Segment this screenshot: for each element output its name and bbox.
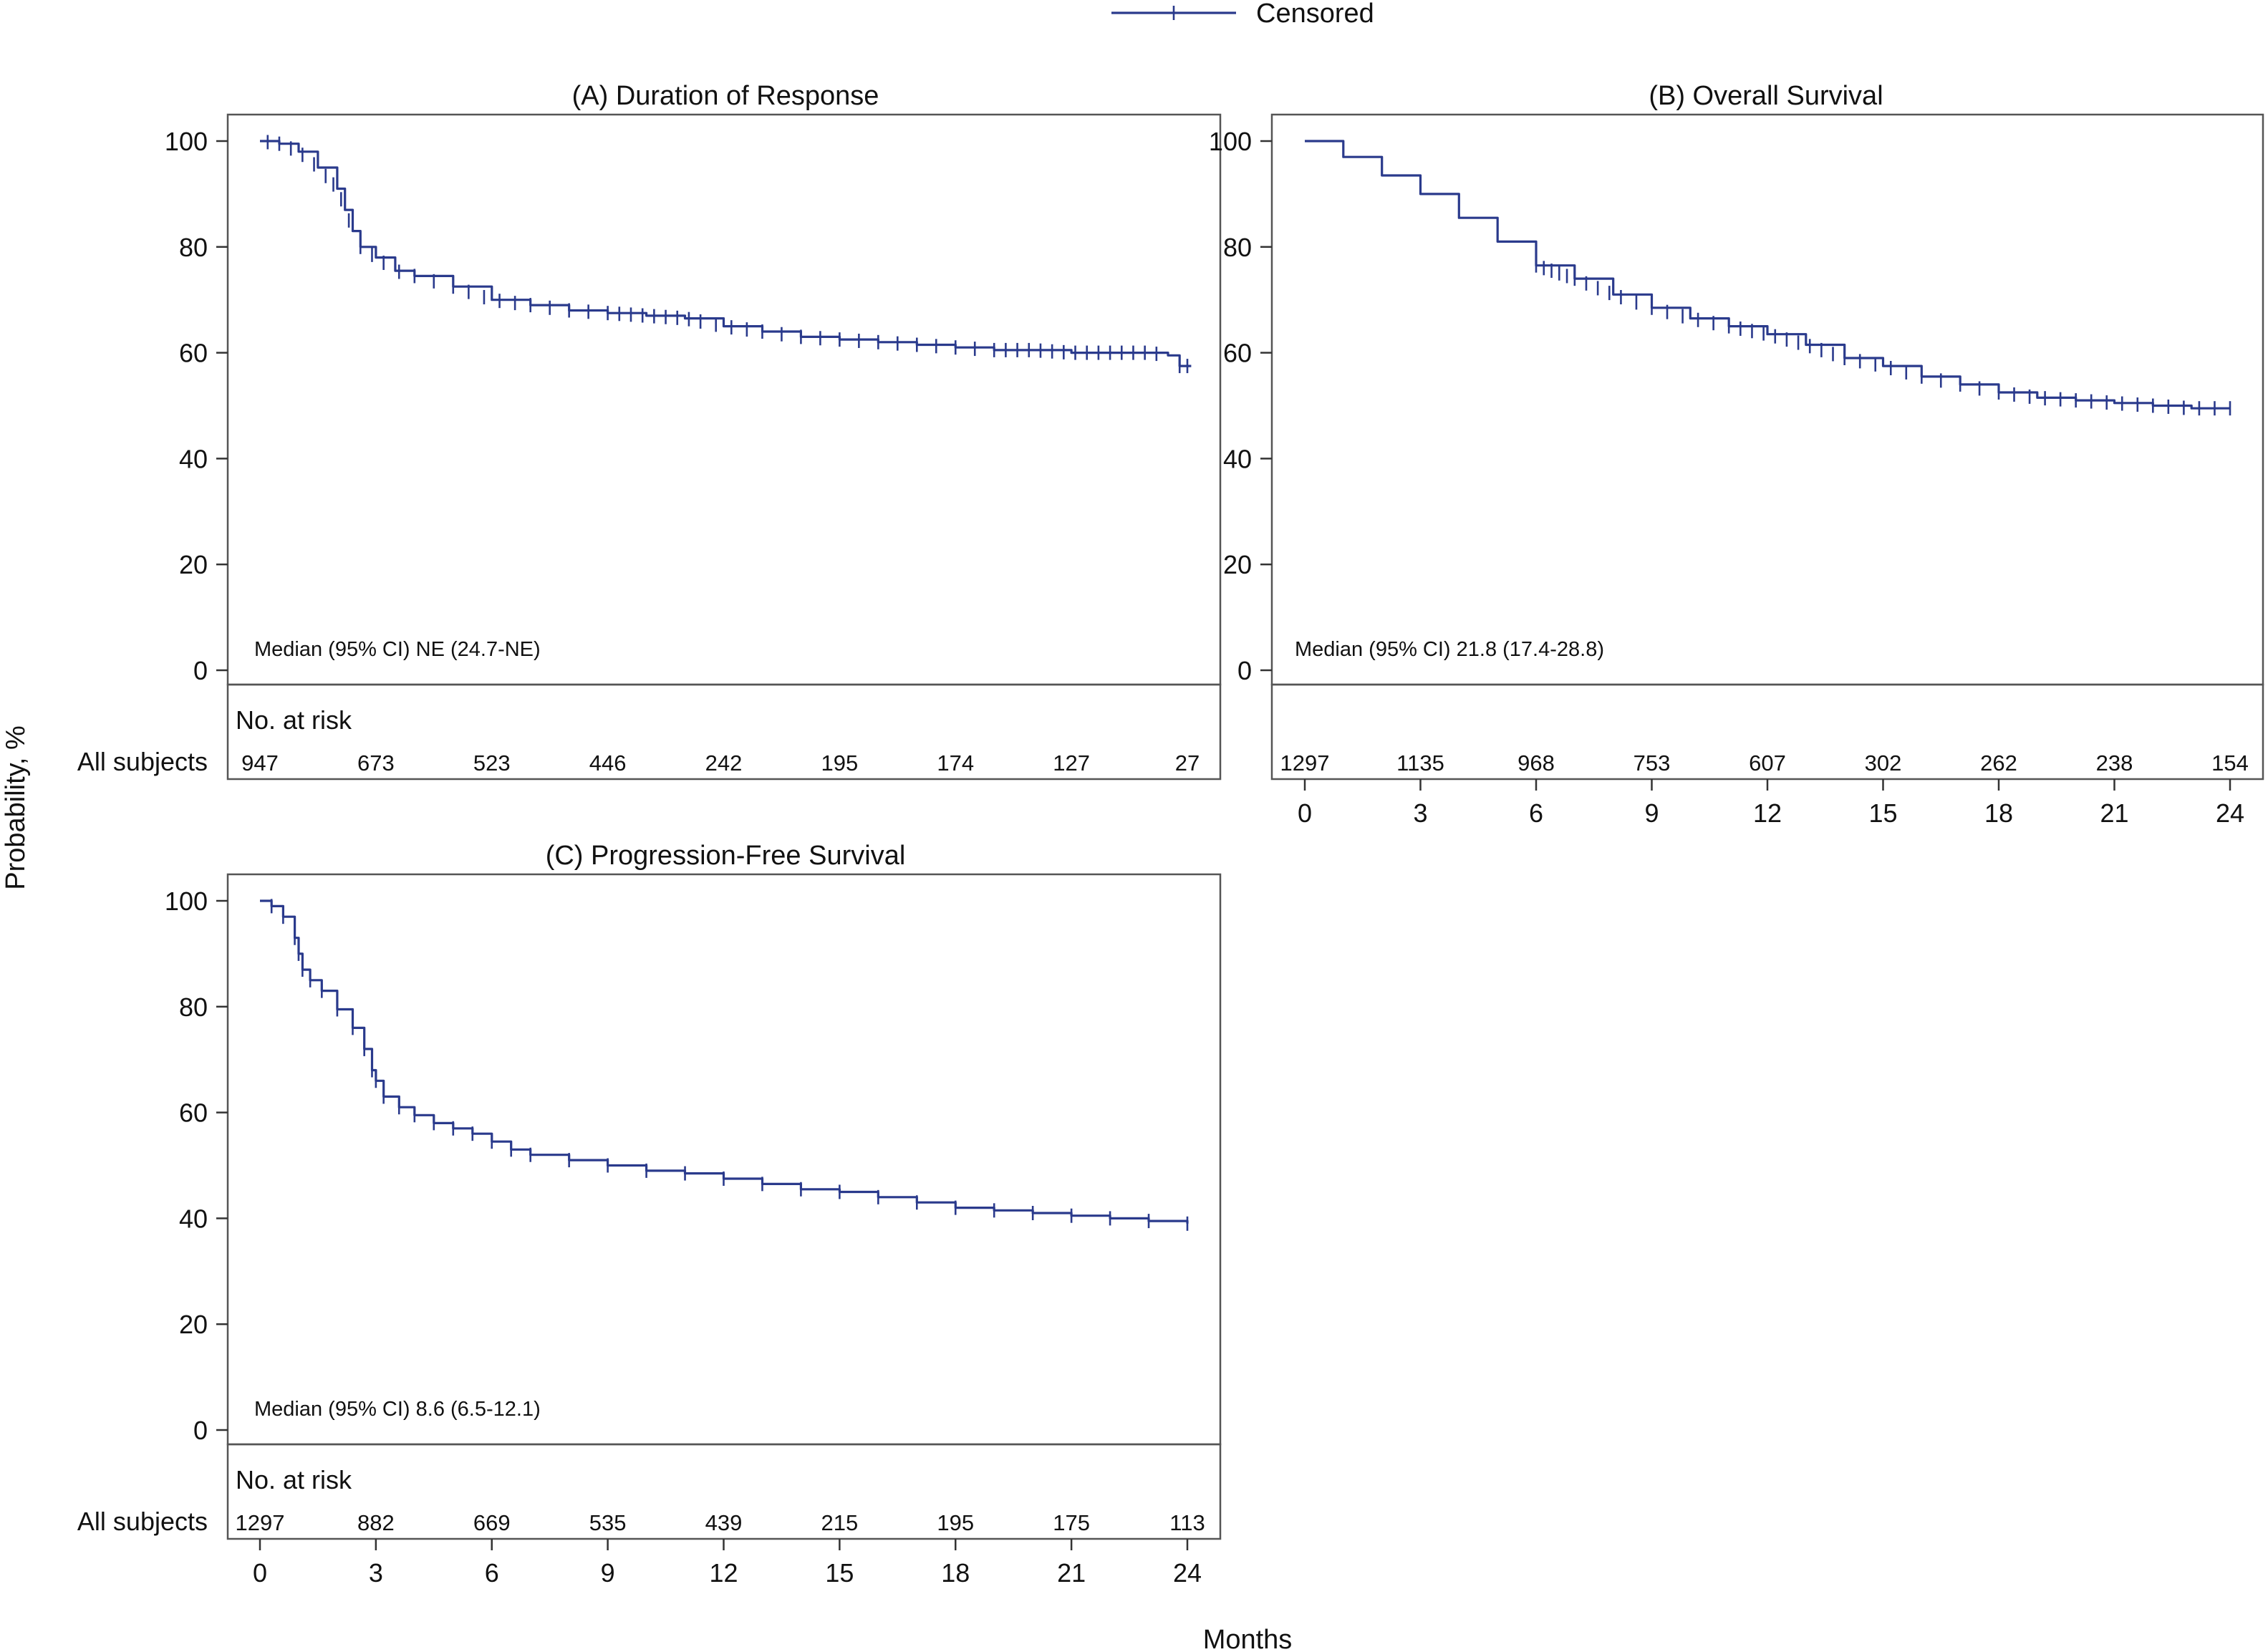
risk-table-row-label: All subjects bbox=[77, 747, 208, 776]
y-axis-label: Probability, % bbox=[1, 725, 31, 890]
risk-count: 195 bbox=[821, 750, 859, 776]
x-tick-label: 15 bbox=[825, 1558, 854, 1588]
risk-count: 195 bbox=[937, 1510, 974, 1535]
x-tick-label: 12 bbox=[1753, 798, 1782, 828]
x-tick-label: 18 bbox=[1984, 798, 2013, 828]
panel-title: (A) Duration of Response bbox=[572, 81, 879, 111]
risk-count: 175 bbox=[1053, 1510, 1090, 1535]
x-axis-label: Months bbox=[1203, 1625, 1293, 1652]
panel-duration-of-response: (A) Duration of Response 0 20 40 60 80 100 Me… bbox=[77, 81, 1222, 781]
y-tick-label: 100 bbox=[1209, 127, 1252, 156]
risk-count: 127 bbox=[1053, 750, 1090, 776]
km-plot-area: 0 20 40 60 80 100 bbox=[165, 113, 1222, 781]
x-tick-label: 21 bbox=[1057, 1558, 1086, 1588]
y-tick-label: 60 bbox=[1223, 339, 1252, 368]
risk-count: 535 bbox=[589, 1510, 627, 1535]
legend-label: Censored bbox=[1256, 0, 1374, 29]
risk-count: 669 bbox=[473, 1510, 511, 1535]
risk-table-row-label: All subjects bbox=[77, 1507, 208, 1536]
km-curve bbox=[1305, 140, 2230, 410]
x-tick-label: 3 bbox=[369, 1558, 383, 1588]
y-tick-label: 60 bbox=[179, 1098, 208, 1128]
y-tick-label: 100 bbox=[165, 127, 208, 156]
km-curve bbox=[260, 140, 1192, 367]
risk-table-frame bbox=[226, 683, 1222, 781]
y-tick-label: 60 bbox=[179, 339, 208, 368]
x-tick-label: 0 bbox=[253, 1558, 267, 1588]
x-tick-label: 12 bbox=[709, 1558, 738, 1588]
risk-count: 753 bbox=[1634, 750, 1671, 776]
risk-count: 947 bbox=[241, 750, 279, 776]
plot-frame bbox=[226, 873, 1222, 1446]
median-annotation: Median (95% CI) 8.6 (6.5-12.1) bbox=[254, 1398, 541, 1421]
risk-count: 882 bbox=[357, 1510, 395, 1535]
x-tick-label: 24 bbox=[1173, 1558, 1202, 1588]
median-annotation: Median (95% CI) NE (24.7-NE) bbox=[254, 638, 541, 661]
risk-count: 113 bbox=[1169, 1510, 1205, 1535]
risk-count: 242 bbox=[705, 750, 743, 776]
y-tick-label: 20 bbox=[179, 550, 208, 579]
risk-count: 1297 bbox=[1280, 750, 1330, 776]
risk-table-header: No. at risk bbox=[236, 705, 352, 735]
risk-count: 27 bbox=[1175, 750, 1200, 776]
risk-count: 302 bbox=[1865, 750, 1902, 776]
legend: Censored bbox=[1111, 0, 1374, 29]
y-tick-label: 20 bbox=[1223, 550, 1252, 579]
x-tick-label: 6 bbox=[1529, 798, 1543, 828]
y-tick-label: 80 bbox=[179, 992, 208, 1022]
risk-count: 215 bbox=[821, 1510, 859, 1535]
risk-count: 673 bbox=[357, 750, 395, 776]
x-tick-label: 0 bbox=[1298, 798, 1312, 828]
y-tick-label: 100 bbox=[165, 887, 208, 916]
y-tick-label: 40 bbox=[179, 1204, 208, 1233]
panel-title: (B) Overall Survival bbox=[1649, 81, 1883, 111]
y-tick-label: 20 bbox=[179, 1310, 208, 1339]
risk-count: 968 bbox=[1517, 750, 1555, 776]
risk-count: 262 bbox=[1980, 750, 2017, 776]
panel-title: (C) Progression-Free Survival bbox=[546, 841, 906, 871]
risk-count: 238 bbox=[2096, 750, 2133, 776]
risk-count: 439 bbox=[705, 1510, 743, 1535]
x-tick-label: 18 bbox=[941, 1558, 970, 1588]
risk-count: 1135 bbox=[1396, 750, 1444, 776]
risk-count: 607 bbox=[1749, 750, 1786, 776]
y-tick-label: 0 bbox=[193, 656, 208, 685]
y-tick-label: 0 bbox=[193, 1416, 208, 1445]
x-tick-label: 6 bbox=[485, 1558, 499, 1588]
x-tick-label: 21 bbox=[2100, 798, 2128, 828]
x-tick-label: 24 bbox=[2216, 798, 2244, 828]
risk-table-values: 947 673 523 446 242 195 174 127 27 bbox=[241, 750, 1200, 776]
risk-table-header: No. at risk bbox=[236, 1465, 352, 1494]
risk-count: 154 bbox=[2211, 750, 2249, 776]
panel-overall-survival: (B) Overall Survival 0 20 40 60 80 100 0 3 6 9 12 1… bbox=[1209, 81, 2264, 828]
y-tick-label: 40 bbox=[179, 444, 208, 473]
risk-table-values: 1297 1135 968 753 607 302 262 238 154 bbox=[1280, 750, 2249, 776]
x-tick-label: 9 bbox=[1644, 798, 1659, 828]
risk-count: 174 bbox=[937, 750, 974, 776]
plot-frame bbox=[226, 113, 1222, 686]
y-tick-label: 0 bbox=[1237, 656, 1252, 685]
x-tick-label: 3 bbox=[1413, 798, 1427, 828]
risk-count: 523 bbox=[473, 750, 511, 776]
risk-count: 446 bbox=[589, 750, 627, 776]
risk-table-values: 1297 882 669 535 439 215 195 175 113 bbox=[236, 1510, 1205, 1535]
median-annotation: Median (95% CI) 21.8 (17.4-28.8) bbox=[1295, 638, 1604, 661]
km-plot-area: 0 20 40 60 80 100 0 3 6 9 12 15 18 21 24 bbox=[165, 873, 1222, 1588]
x-tick-label: 9 bbox=[601, 1558, 615, 1588]
y-tick-label: 80 bbox=[1223, 233, 1252, 262]
km-plot-area: 0 20 40 60 80 100 0 3 6 9 12 15 18 21 24 bbox=[1209, 113, 2264, 828]
risk-count: 1297 bbox=[236, 1510, 285, 1535]
x-tick-label: 15 bbox=[1868, 798, 1897, 828]
y-tick-label: 80 bbox=[179, 233, 208, 262]
panel-progression-free-survival: (C) Progression-Free Survival 0204060801… bbox=[77, 841, 1222, 1588]
y-tick-label: 40 bbox=[1223, 444, 1252, 473]
